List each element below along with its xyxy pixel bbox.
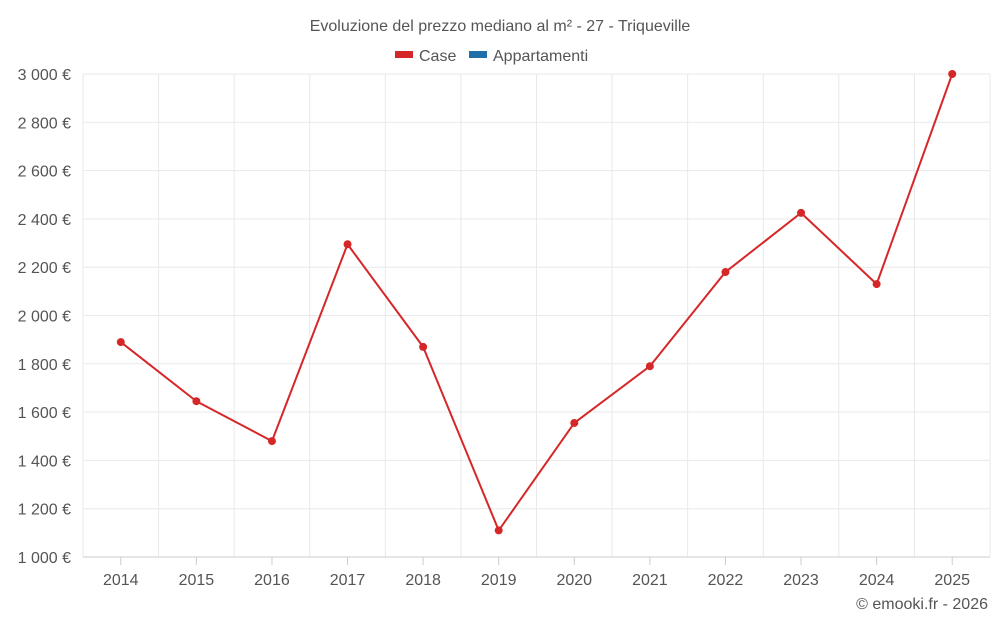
data-point-case-2025[interactable] <box>948 70 957 78</box>
x-tick-label: 2014 <box>103 572 139 589</box>
legend-label-case: Case <box>419 48 456 65</box>
x-tick-label: 2023 <box>783 572 819 589</box>
data-point-case-2024[interactable] <box>872 280 881 289</box>
legend-swatch-case <box>395 51 413 58</box>
y-tick-label: 2 200 € <box>18 260 71 277</box>
x-tick-label: 2019 <box>481 572 517 589</box>
data-point-case-2017[interactable] <box>343 240 352 249</box>
y-tick-label: 1 600 € <box>18 405 71 422</box>
data-point-case-2022[interactable] <box>721 268 730 277</box>
y-tick-label: 2 400 € <box>18 212 71 229</box>
y-tick-label: 1 200 € <box>18 502 71 519</box>
data-point-case-2019[interactable] <box>494 526 503 535</box>
credit-text: © emooki.fr - 2026 <box>856 596 988 613</box>
x-tick-label: 2016 <box>254 572 290 589</box>
data-point-case-2014[interactable] <box>116 338 125 347</box>
x-tick-label: 2021 <box>632 572 668 589</box>
x-tick-label: 2022 <box>708 572 744 589</box>
legend-item-case[interactable]: Case <box>395 48 456 65</box>
x-tick-label: 2015 <box>179 572 215 589</box>
data-point-case-2021[interactable] <box>645 362 654 371</box>
legend-label-appartamenti: Appartamenti <box>493 48 588 65</box>
data-point-case-2018[interactable] <box>419 342 428 351</box>
data-point-case-2015[interactable] <box>192 397 201 406</box>
legend-item-appartamenti[interactable]: Appartamenti <box>469 48 588 65</box>
data-point-case-2020[interactable] <box>570 418 579 427</box>
y-tick-label: 1 000 € <box>18 550 71 567</box>
y-tick-label: 2 000 € <box>18 309 71 326</box>
y-tick-label: 2 600 € <box>18 164 71 181</box>
y-tick-label: 3 000 € <box>18 67 71 84</box>
data-point-case-2016[interactable] <box>267 437 276 446</box>
series-line-case <box>120 73 954 532</box>
x-tick-label: 2025 <box>934 572 970 589</box>
series-case <box>116 70 957 535</box>
legend-swatch-appartamenti <box>469 51 487 58</box>
x-tick-label: 2018 <box>405 572 441 589</box>
chart-title: Evoluzione del prezzo mediano al m² - 27… <box>310 18 691 35</box>
x-axis-ticks: 2014 2015 2016 2017 2018 2019 2020 2021 2022 2023… <box>103 557 970 589</box>
y-axis-ticks: 1 000 € 1 200 € 1 400 € 1 600 € 1 800 € 2 000… <box>18 67 71 567</box>
x-tick-label: 2017 <box>330 572 366 589</box>
y-tick-label: 2 800 € <box>18 115 71 132</box>
y-tick-label: 1 800 € <box>18 357 71 374</box>
grid-horizontal <box>83 73 990 510</box>
y-tick-label: 1 400 € <box>18 453 71 470</box>
legend: Case Appartamenti <box>395 48 588 65</box>
x-tick-label: 2020 <box>556 572 592 589</box>
x-tick-label: 2024 <box>859 572 895 589</box>
data-point-case-2023[interactable] <box>797 208 806 217</box>
